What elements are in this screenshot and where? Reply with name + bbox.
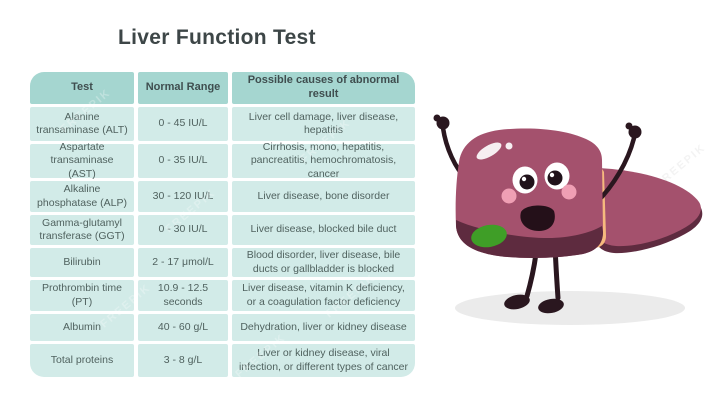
ground-shadow: [455, 291, 685, 325]
range-cell: 10.9 - 12.5 seconds: [138, 280, 228, 311]
column-header-causes: Possible causes of abnormal result: [232, 72, 415, 104]
left-pupil: [519, 174, 535, 190]
range-cell: 2 - 17 μmol/L: [138, 248, 228, 277]
shine-highlight: [476, 142, 502, 160]
liver-character-illustration: [433, 114, 703, 325]
test-cell: Bilirubin: [30, 248, 134, 277]
left-thumb: [433, 114, 441, 122]
range-cell: 0 - 45 IU/L: [138, 107, 228, 141]
left-cheek: [501, 188, 517, 204]
range-cell: 40 - 60 g/L: [138, 314, 228, 341]
left-eye-glint: [521, 176, 527, 182]
causes-cell: Liver or kidney disease, viral infection…: [232, 344, 415, 377]
gallbladder: [471, 224, 507, 248]
range-cell: 0 - 30 IU/L: [138, 215, 228, 245]
range-cell: 0 - 35 IU/L: [138, 144, 228, 178]
mouth: [520, 205, 555, 231]
causes-cell: Dehydration, liver or kidney disease: [232, 314, 415, 341]
causes-cell: Liver disease, vitamin K deficiency, or …: [232, 280, 415, 311]
right-fist: [628, 125, 642, 139]
column-header-test: Test: [30, 72, 134, 104]
right-cheek: [561, 184, 577, 200]
right-lobe: [596, 168, 701, 247]
causes-cell: Cirrhosis, mono, hepatitis, pancreatitis…: [232, 141, 415, 180]
right-foot: [538, 298, 564, 314]
left-lobe-shading: [456, 220, 603, 258]
right-thumb: [625, 122, 633, 130]
shine-dot: [505, 142, 513, 150]
causes-cell: Liver cell damage, liver disease, hepati…: [232, 107, 415, 141]
test-cell: Total proteins: [30, 344, 134, 377]
right-pupil: [547, 170, 563, 186]
test-cell: Alkaline phosphatase (ALP): [30, 181, 134, 212]
page-title: Liver Function Test: [118, 26, 316, 49]
range-cell: 30 - 120 IU/L: [138, 181, 228, 212]
causes-cell: Liver disease, bone disorder: [232, 181, 415, 212]
causes-cell: Blood disorder, liver disease, bile duct…: [232, 248, 415, 277]
range-cell: 3 - 8 g/L: [138, 344, 228, 377]
test-cell: Prothrombin time (PT): [30, 280, 134, 311]
causes-cell: Liver disease, blocked bile duct: [232, 215, 415, 245]
left-foot: [504, 294, 530, 310]
test-cell: Alanine transaminase (ALT): [30, 107, 134, 141]
test-cell: Aspartate transaminase (AST): [30, 141, 134, 180]
lft-table: Test Normal Range Possible causes of abn…: [30, 72, 415, 377]
test-cell: Gamma-glutamyl transferase (GGT): [30, 215, 134, 245]
test-cell: Albumin: [30, 314, 134, 341]
column-header-range: Normal Range: [138, 72, 228, 104]
right-eye-glint: [549, 172, 555, 178]
